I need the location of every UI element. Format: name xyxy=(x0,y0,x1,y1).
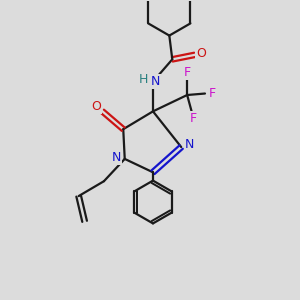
Text: N: N xyxy=(151,75,160,88)
Text: O: O xyxy=(92,100,101,113)
Text: F: F xyxy=(209,87,216,100)
Text: F: F xyxy=(190,112,197,125)
Text: F: F xyxy=(184,66,191,79)
Text: N: N xyxy=(185,138,194,151)
Text: N: N xyxy=(112,151,121,164)
Text: H: H xyxy=(139,73,148,86)
Text: O: O xyxy=(196,47,206,60)
